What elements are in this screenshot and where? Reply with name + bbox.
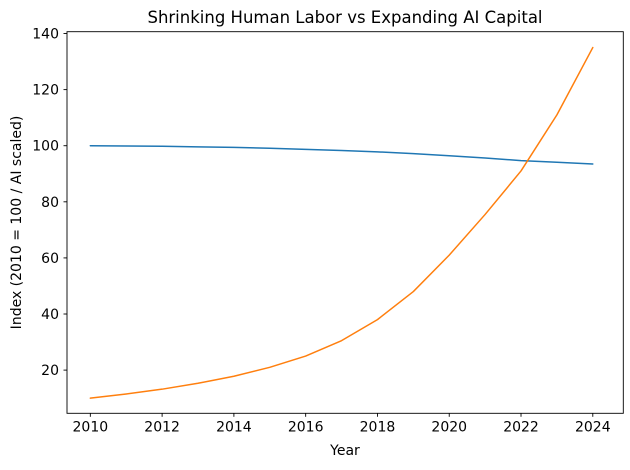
x-tick-label: 2024 (575, 419, 611, 435)
x-tick-label: 2016 (288, 419, 324, 435)
y-tick-label: 20 (41, 363, 59, 379)
x-tick-label: 2010 (73, 419, 109, 435)
x-axis-ticks: 2010 2012 2014 2016 2018 2020 2022 2024 (73, 413, 611, 435)
human-labor-line (89, 144, 594, 165)
y-tick-label: 140 (32, 27, 59, 43)
y-tick-label: 100 (32, 139, 59, 155)
axes-spines (66, 31, 624, 414)
y-tick-label: 120 (32, 83, 59, 99)
x-axis-label: Year (329, 443, 360, 459)
plot-area: 2010 2012 2014 2016 2018 2020 2022 2024 20 40 60 8… (32, 27, 624, 435)
x-tick-label: 2012 (144, 419, 180, 435)
y-axis-ticks: 20 40 60 80 100 120 140 (32, 27, 67, 379)
x-tick-label: 2018 (360, 419, 396, 435)
ai-capital-line (89, 46, 594, 399)
x-tick-label: 2022 (503, 419, 539, 435)
x-tick-label: 2014 (216, 419, 252, 435)
y-tick-label: 80 (41, 195, 59, 211)
x-tick-label: 2020 (431, 419, 467, 435)
series-lines (89, 46, 594, 399)
y-tick-label: 40 (41, 307, 59, 323)
chart-title: Shrinking Human Labor vs Expanding AI Ca… (147, 8, 542, 27)
y-axis-label: Index (2010 = 100 / AI scaled) (9, 116, 25, 330)
y-tick-label: 60 (41, 251, 59, 267)
